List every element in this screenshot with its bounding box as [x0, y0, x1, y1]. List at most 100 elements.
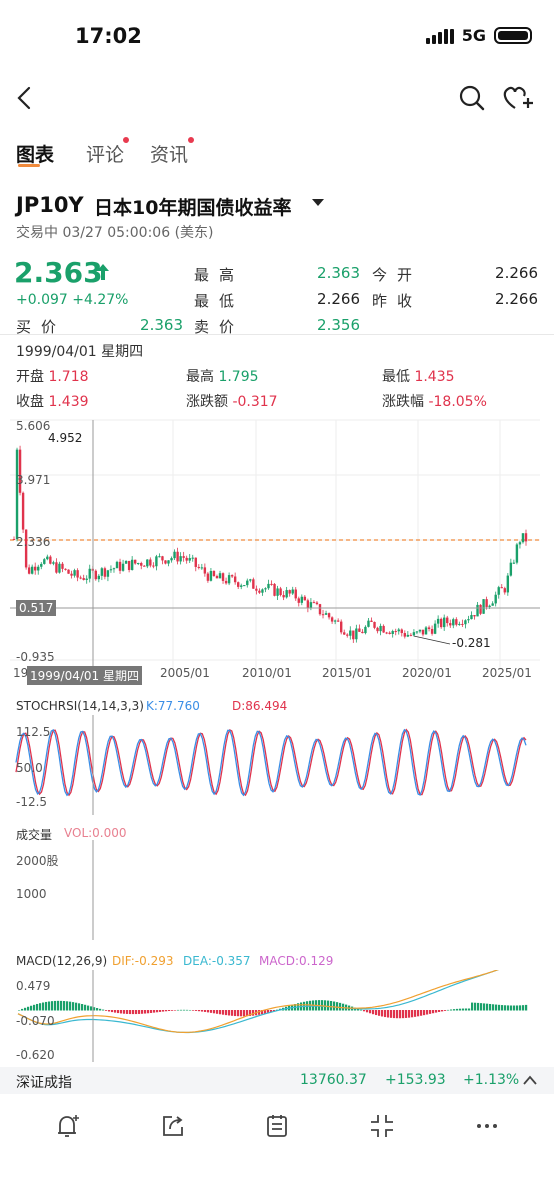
volume-chart[interactable] [0, 840, 554, 940]
macd-bar [495, 1004, 498, 1011]
candle-body [482, 599, 485, 614]
candle-body [364, 626, 367, 634]
min-annotation: -0.281 [452, 636, 491, 650]
candle-body [358, 628, 361, 632]
candle-body [306, 600, 310, 609]
index-ticker-bar[interactable] [0, 1067, 554, 1094]
macd-bar [252, 1010, 255, 1016]
candle-body [355, 628, 358, 640]
macd-chart[interactable] [0, 970, 554, 1062]
candle-body [197, 566, 201, 568]
fullscreen-exit-icon[interactable] [369, 1113, 395, 1139]
tab-chart[interactable]: 图表 [16, 144, 55, 166]
crosshair-date: 1999/04/01 星期四 [16, 344, 144, 360]
alert-add-icon[interactable] [55, 1113, 81, 1139]
volume-label[interactable]: 成交量 [16, 828, 53, 842]
macd-bar [99, 1008, 102, 1011]
candle-body [385, 632, 388, 634]
macd-bar [525, 1004, 528, 1011]
crosshair-y-tag: 0.517 [16, 600, 57, 616]
candle-body [497, 587, 500, 595]
macd-bar [144, 1010, 147, 1014]
candle-body [146, 559, 149, 567]
macd-bar [240, 1010, 243, 1017]
chevron-up-icon[interactable] [522, 1074, 538, 1086]
candle-body [249, 579, 252, 581]
macd-bar [183, 1009, 186, 1011]
notes-icon[interactable] [264, 1113, 290, 1139]
macd-bar [165, 1010, 168, 1012]
macd-bar [438, 1010, 441, 1012]
price-chart[interactable] [0, 415, 554, 685]
macd-bar [324, 1000, 327, 1011]
candle-body [382, 625, 385, 633]
crosshair-pct-value: -18.05% [428, 394, 487, 410]
macd-label[interactable]: MACD(12,26,9) [16, 954, 108, 968]
macd-bar [492, 1004, 495, 1011]
more-icon[interactable] [474, 1113, 500, 1139]
macd-bar [132, 1010, 135, 1015]
macd-bar [84, 1004, 87, 1011]
x-tick-5: 2025/01 [482, 666, 532, 680]
macd-bar [366, 1010, 369, 1013]
macd-bar [270, 1010, 273, 1012]
stochrsi-chart[interactable] [0, 715, 554, 815]
tab-news[interactable]: 资讯 [150, 144, 189, 166]
macd-bar [192, 1010, 195, 1011]
macd-bar [66, 1001, 69, 1011]
instrument-name[interactable]: 日本10年期国债收益率 [94, 197, 292, 219]
crosshair-open: 开盘 1.718 [16, 366, 89, 386]
macd-bar [498, 1004, 501, 1011]
candle-body [173, 551, 176, 559]
candle-body [400, 629, 403, 634]
macd-bar [150, 1010, 153, 1013]
candle-body [212, 570, 216, 576]
prev-close-label: 昨收 [372, 292, 423, 310]
macd-bar [78, 1003, 81, 1011]
back-icon[interactable] [14, 86, 36, 110]
candle-body [315, 602, 319, 605]
tab-underline [18, 164, 40, 167]
candle-body [327, 613, 331, 618]
candle-body [155, 556, 158, 567]
price-change: +0.097 +4.27% [16, 292, 129, 308]
status-indicators: 5G [425, 26, 532, 45]
stochrsi-label[interactable]: STOCHRSI(14,14,3,3) [16, 699, 144, 713]
macd-bar [423, 1010, 426, 1016]
candle-body [521, 533, 525, 543]
candle-body [88, 568, 91, 579]
macd-hist-value: MACD:0.129 [259, 954, 334, 968]
candle-body [227, 575, 231, 584]
low-label: 最低 [194, 292, 245, 310]
macd-bar [63, 1001, 66, 1011]
candle-body [394, 631, 397, 633]
macd-bar [243, 1010, 246, 1017]
candle-body [46, 556, 49, 560]
macd-bar [27, 1006, 30, 1011]
candle-body [149, 559, 152, 566]
crosshair-high-value: 1.795 [218, 369, 259, 385]
candle-body [467, 619, 470, 621]
share-icon[interactable] [160, 1113, 186, 1139]
volume-tick-mid: 1000 [16, 887, 47, 901]
candle-body [494, 594, 497, 604]
candle-body [230, 575, 234, 577]
search-icon[interactable] [458, 84, 486, 112]
candle-body [82, 578, 85, 580]
tab-comments[interactable]: 评论 [86, 144, 125, 166]
ask-label: 卖价 [194, 318, 245, 336]
macd-bar [501, 1005, 504, 1011]
macd-bar [273, 1010, 276, 1012]
add-watchlist-icon[interactable] [501, 84, 535, 112]
candle-body [412, 632, 416, 636]
crosshair-x-tag: 1999/04/01 星期四 [27, 666, 142, 685]
candle-body [518, 542, 522, 545]
candle-body [439, 618, 443, 628]
chevron-down-icon[interactable] [312, 199, 324, 206]
macd-bar [180, 1009, 183, 1011]
candle-body [294, 589, 297, 599]
candle-body [288, 590, 291, 594]
macd-bar [48, 1001, 51, 1011]
stochrsi-d: D:86.494 [232, 699, 288, 713]
macd-bar [216, 1010, 219, 1014]
